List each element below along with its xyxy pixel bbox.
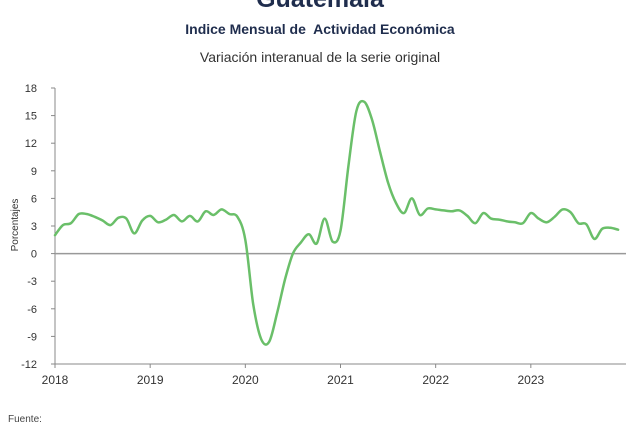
y-tick-label: 6 [31,193,37,205]
y-tick-label: 12 [25,138,37,150]
y-axis-label: Porcentajes [10,199,21,252]
y-tick-label: -12 [21,359,37,371]
y-tick-label: 0 [31,249,37,261]
x-tick-label: 2020 [232,373,259,387]
x-tick-label: 2023 [517,373,544,387]
y-tick-label: -6 [27,304,37,316]
y-tick-label: 3 [31,221,37,233]
chart-subtitle: Variación interanual de la serie origina… [199,49,441,65]
x-tick-label: 2019 [137,373,164,387]
x-tick-label: 2018 [42,373,69,387]
source-label: Fuente: [8,414,42,425]
y-tick-label: 9 [31,166,37,178]
x-tick-label: 2021 [327,373,354,387]
y-tick-label: -3 [27,276,37,288]
series-line [53,99,620,346]
y-tick-label: 15 [25,111,37,123]
x-tick-label: 2022 [422,373,449,387]
y-tick-label: -9 [27,331,37,343]
chart-title: Indice Mensual de Actividad Económica [185,21,455,37]
y-tick-label: 18 [25,83,37,95]
chart-header-top: Guatemala [0,0,640,12]
